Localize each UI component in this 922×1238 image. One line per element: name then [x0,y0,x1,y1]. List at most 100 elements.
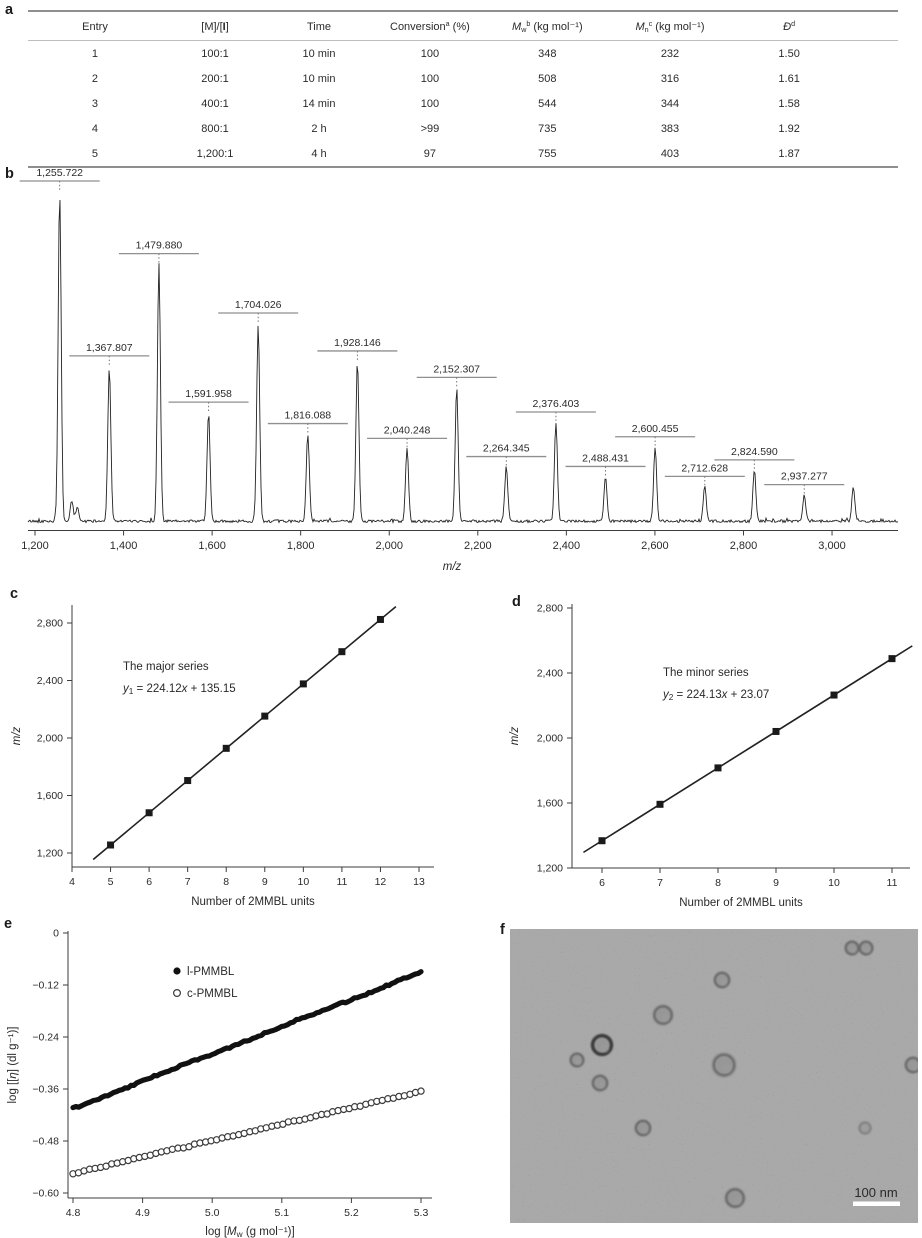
svg-text:7: 7 [657,877,663,889]
peak-label: 1,255.722 [19,168,100,191]
svg-text:1,704.026: 1,704.026 [235,299,282,311]
peak-label: 2,152.307 [416,363,497,388]
mass-spectrum-chart: 1,200 1,400 1,600 1,800 2,000 2,200 2,400 2,600… [19,168,899,573]
svg-text:2,800: 2,800 [537,603,563,615]
data-point [656,800,664,808]
panel-label-a: a [5,2,14,18]
table-cell: 14 min [302,97,336,110]
svg-text:6: 6 [146,876,152,888]
svg-text:2,152.307: 2,152.307 [433,363,480,375]
svg-text:The minor series: The minor series [663,667,749,679]
svg-text:0: 0 [53,928,59,940]
peak-label: 1,591.958 [168,388,249,413]
table-cell: 100 [420,47,440,60]
data-point [222,744,230,752]
table-cell: 2 [91,72,99,85]
table-cell: 100:1 [201,47,229,60]
data-point [299,680,307,688]
table-cell: 403 [660,147,680,160]
svg-text:1,928.146: 1,928.146 [334,337,381,349]
svg-text:10: 10 [828,877,840,889]
data-point [598,837,606,845]
table-row: 4 800:1 2 h >99 735 383 1.92 [28,116,898,141]
table-cell: 1.58 [778,97,800,110]
panel-label-d: d [512,594,521,610]
table-cell: 200:1 [201,72,229,85]
column-header: Đd [735,11,898,41]
svg-text:2,600: 2,600 [641,540,669,552]
table-cell: 400:1 [201,97,229,110]
svg-text:1,200: 1,200 [37,848,63,860]
svg-text:y1 = 224.12x + 135.15: y1 = 224.12x + 135.15 [122,683,236,696]
column-header: Time [268,11,370,41]
peak-label: 1,704.026 [218,299,299,323]
table-cell: 800:1 [201,122,229,135]
svg-text:6: 6 [599,877,605,889]
legend: l-PMMBL c-PMMBL [173,966,238,1000]
data-point [107,841,115,849]
svg-text:2,488.431: 2,488.431 [582,452,629,464]
table-cell: 3 [91,97,99,110]
svg-text:1,600: 1,600 [37,790,63,802]
svg-text:1,800: 1,800 [287,540,315,552]
c-pmmbl-series [69,1087,425,1178]
table-cell: 316 [660,72,680,85]
svg-text:2,600.455: 2,600.455 [632,423,679,435]
svg-text:1,200: 1,200 [537,863,563,875]
svg-text:Number of 2MMBL units: Number of 2MMBL units [679,897,803,909]
peak-label: 1,928.146 [317,337,398,361]
table-cell: 1,200:1 [196,147,234,160]
svg-text:4.9: 4.9 [135,1207,150,1219]
svg-text:2,800: 2,800 [730,540,758,552]
table-row: 5 1,200:1 4 h 97 755 403 1.87 [28,141,898,167]
svg-text:2,937.277: 2,937.277 [781,471,828,483]
svg-text:2,264.345: 2,264.345 [483,443,530,455]
column-header: Entry [28,11,162,41]
svg-text:100 nm: 100 nm [854,1185,897,1200]
data-point [261,712,269,720]
svg-text:m/z: m/z [11,726,23,745]
svg-text:−0.48: −0.48 [32,1135,59,1147]
table-cell: 755 [538,147,557,160]
polymerization-results-table-wrap: Entry [M]/[I] Time Conversiona (%) Mwb (kg m… [28,10,898,168]
major-series-fit-chart: 1,200 1,600 2,000 2,400 2,800 4 5 6 7 8 9 10 11 12 13 N… [11,605,434,908]
svg-text:2,000: 2,000 [537,733,563,745]
svg-text:−0.24: −0.24 [32,1031,59,1043]
peak-label: 2,937.277 [764,471,845,495]
peak-label: 2,376.403 [515,398,596,422]
panel-label-c: c [10,586,19,602]
peak-label: 1,479.880 [118,240,199,264]
svg-text:1,479.880: 1,479.880 [136,240,183,252]
svg-text:8: 8 [223,876,229,888]
svg-text:log [[η] (dl g⁻¹)]: log [[η] (dl g⁻¹)] [7,1026,19,1103]
svg-text:1,816.088: 1,816.088 [284,410,331,422]
table-row: 2 200:1 10 min 100 508 316 1.61 [28,66,898,91]
minor-series-fit-chart: 1,200 1,600 2,000 2,400 2,800 6 7 8 9 10 11 Number … [509,603,913,909]
svg-text:8: 8 [715,877,721,889]
svg-text:m/z: m/z [509,726,521,745]
table-cell: 1.61 [778,72,800,85]
svg-text:log [Mw (g mol⁻¹)]: log [Mw (g mol⁻¹)] [205,1226,294,1238]
svg-text:2,400: 2,400 [37,675,63,687]
svg-text:2,400: 2,400 [553,540,581,552]
svg-text:13: 13 [413,876,425,888]
data-point [830,691,838,699]
vesicle-particles [569,940,918,1209]
panel-label-b: b [5,166,14,182]
table-cell: 10 min [302,72,336,85]
svg-text:2,376.403: 2,376.403 [533,398,580,410]
table-cell: 1.50 [778,47,800,60]
table-cell: 508 [538,72,557,85]
mark-houwink-chart: 0 −0.12 −0.24 −0.36 −0.48 −0.60 4.8 4.9 5.0 5.1 5.… [7,928,432,1238]
table-cell: 5 [91,147,99,160]
table-cell: 1 [91,47,99,60]
svg-text:1,200: 1,200 [21,540,49,552]
svg-text:5.0: 5.0 [205,1207,220,1219]
svg-text:2,800: 2,800 [37,618,63,630]
column-header: Conversiona (%) [369,11,490,41]
svg-text:Number of 2MMBL units: Number of 2MMBL units [191,896,315,908]
panel-label-e: e [4,916,13,932]
peak-label: 2,488.431 [565,452,646,477]
table-cell: 4 h [311,147,327,160]
svg-text:−0.36: −0.36 [32,1083,59,1095]
